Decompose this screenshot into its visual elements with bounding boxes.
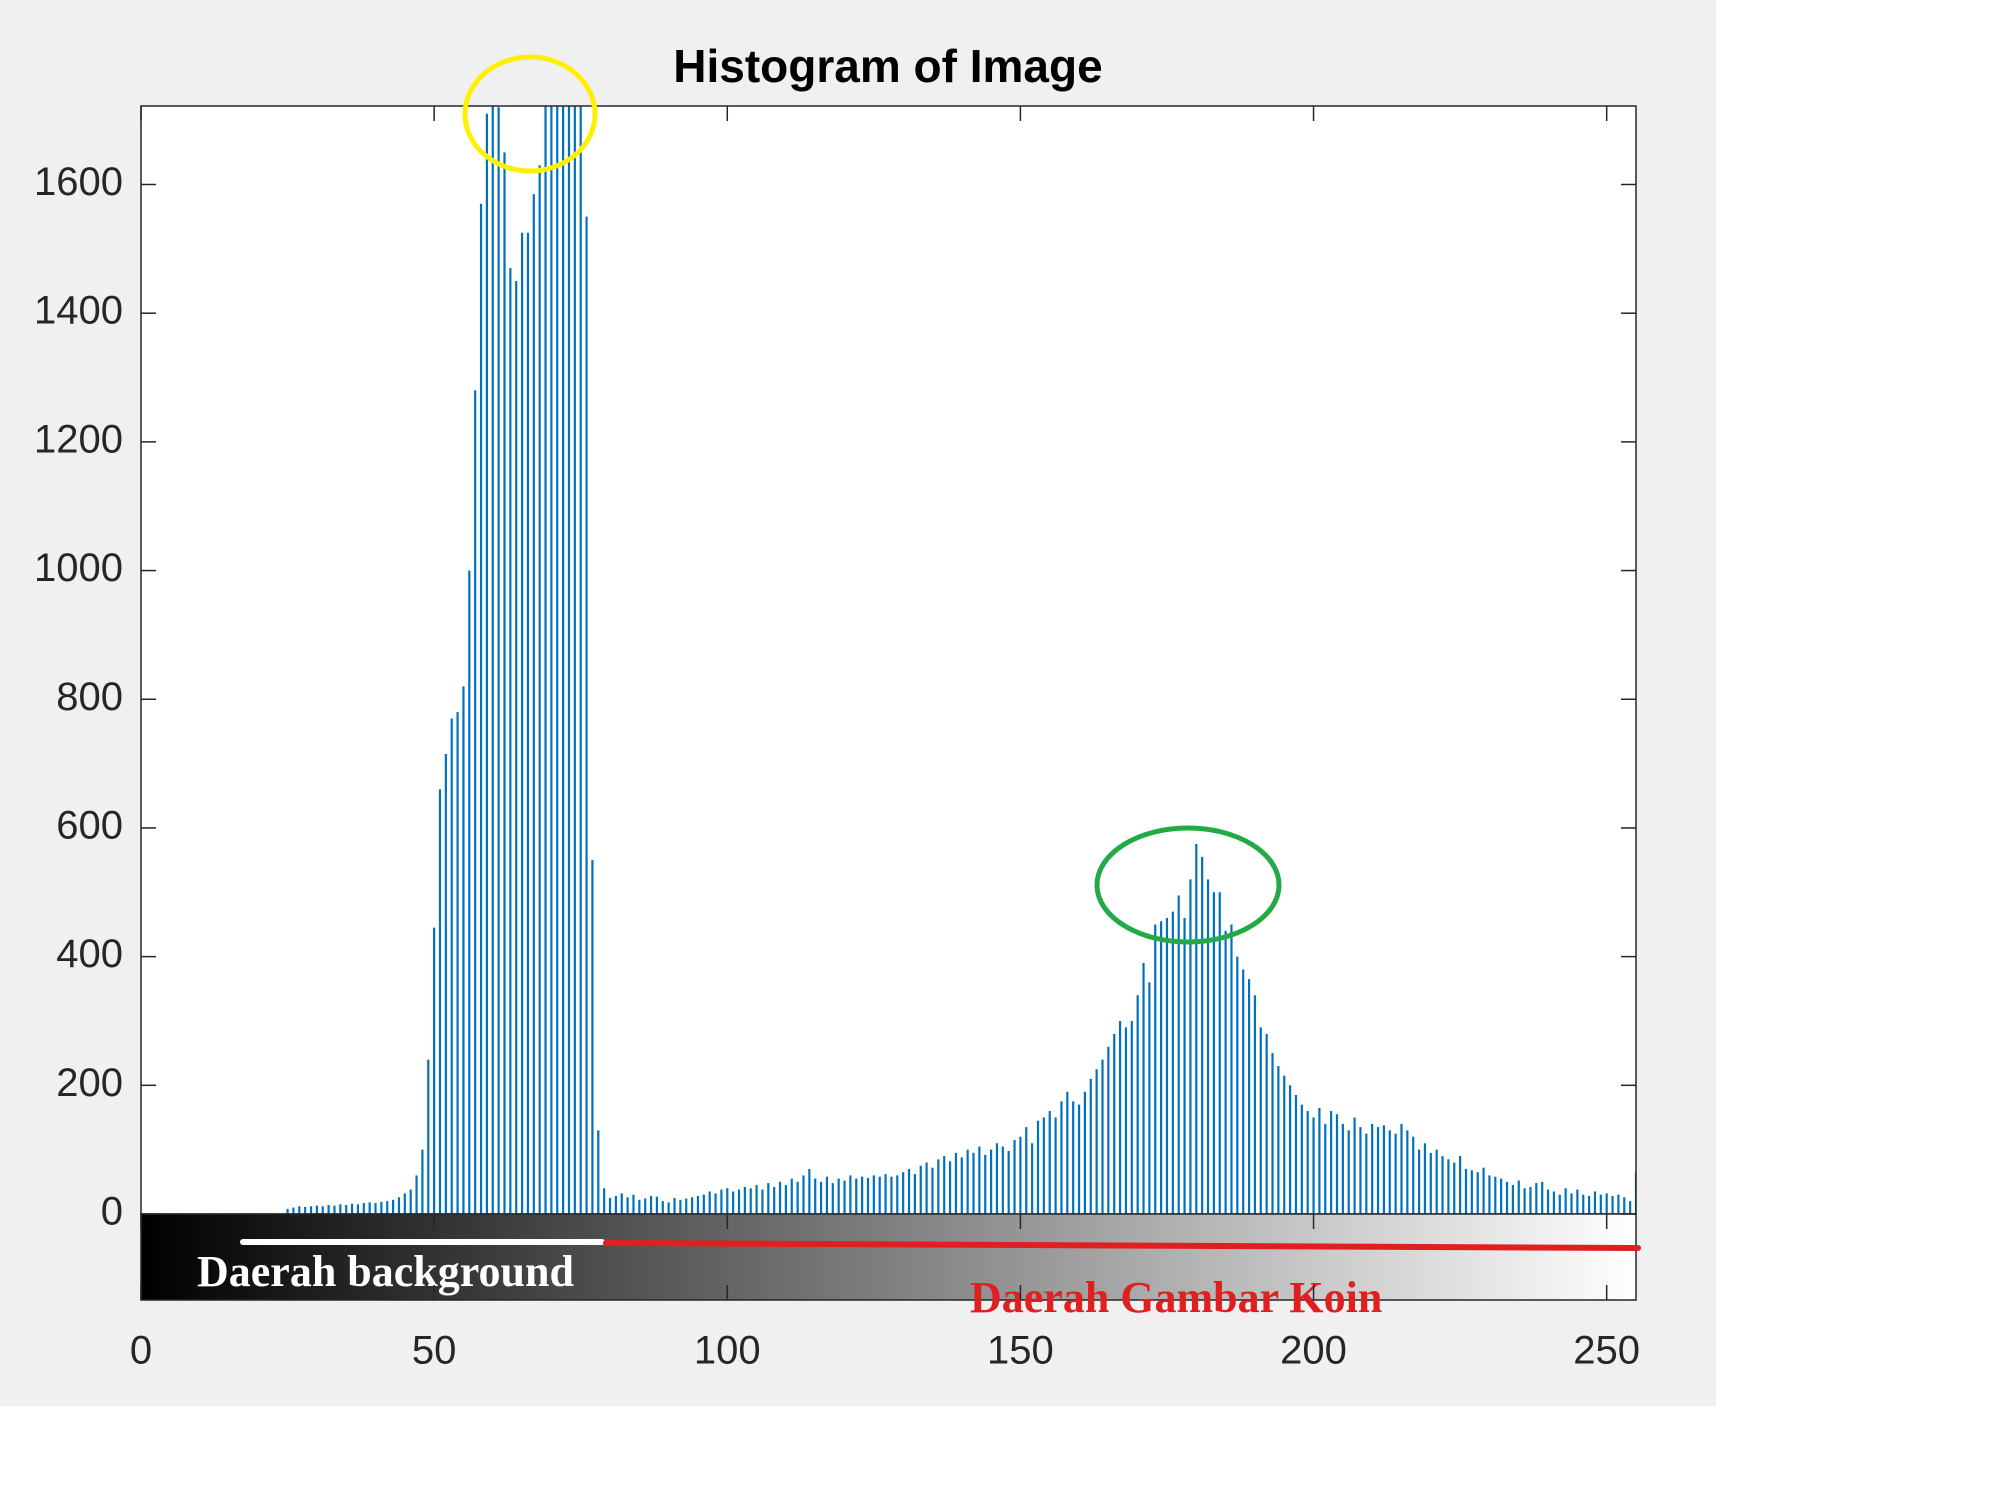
y-tick-label: 400 (56, 932, 123, 976)
y-tick-label: 1600 (34, 160, 123, 204)
x-tick-label: 200 (1280, 1329, 1347, 1373)
x-tick-label: 150 (987, 1329, 1054, 1373)
colorbar (140, 1213, 1637, 1301)
y-tick-label: 1200 (34, 417, 123, 461)
y-tick-label: 1000 (34, 546, 123, 590)
x-tick-label: 100 (694, 1329, 761, 1373)
y-tick-label: 200 (56, 1061, 123, 1105)
x-tick-label: 50 (412, 1329, 457, 1373)
annotation: Daerah Gambar Koin (970, 1273, 1382, 1322)
y-tick-label: 1400 (34, 289, 123, 333)
y-tick-label: 800 (56, 675, 123, 719)
plot-area (141, 106, 1636, 1214)
chart-title: Histogram of Image (673, 40, 1102, 92)
x-tick-label: 250 (1573, 1329, 1640, 1373)
highlight-ellipse (462, 54, 598, 174)
coin-range-line (603, 1240, 1641, 1251)
highlight-ellipse (1094, 825, 1282, 945)
y-tick-label: 600 (56, 803, 123, 847)
y-tick-label: 0 (101, 1190, 123, 1234)
annotation: Daerah background (197, 1247, 574, 1296)
x-tick-label: 0 (130, 1329, 152, 1373)
